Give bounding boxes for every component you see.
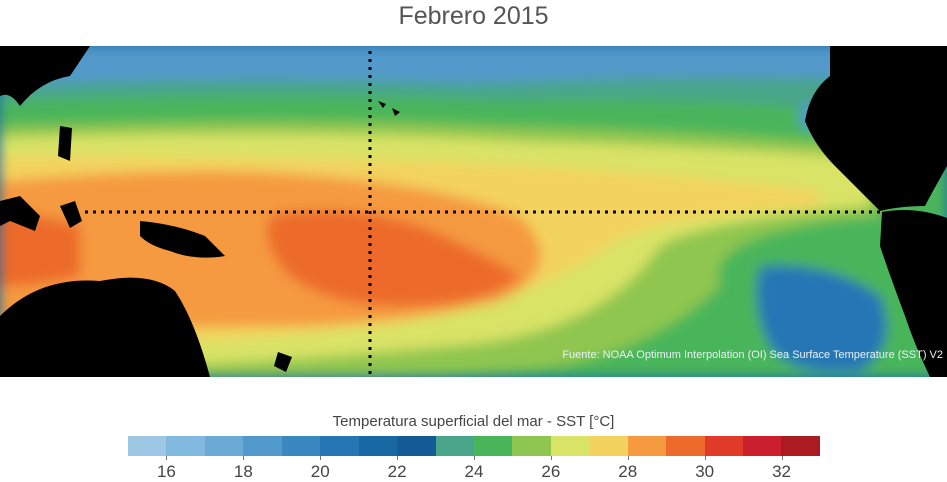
- colorbar-cell: [204, 436, 244, 456]
- colorbar-tick-mark: [397, 456, 399, 460]
- colorbar-cell: [281, 436, 321, 456]
- australia-land: [0, 277, 210, 377]
- colorbar-tick-label: 18: [233, 462, 253, 481]
- philippines-land: [58, 126, 72, 161]
- colorbar-tick-label: 30: [695, 462, 715, 481]
- colorbar-tick-label: 26: [541, 462, 561, 481]
- colorbar-cell: [550, 436, 590, 456]
- colorbar-tick-mark: [474, 456, 475, 460]
- new-zealand-land: [274, 352, 292, 372]
- hawaii-land: [378, 101, 400, 116]
- colorbar-title: Temperatura superficial del mar - SST [°…: [332, 413, 615, 430]
- south-america-land: [880, 210, 947, 377]
- colorbar-tick-label: 24: [464, 462, 484, 481]
- colorbar-tick-mark: [550, 456, 552, 460]
- colorbar-cell: [243, 436, 282, 456]
- colorbar-tick-label: 32: [772, 462, 791, 481]
- colorbar-cell: [435, 436, 474, 456]
- colorbar-cell: [666, 436, 705, 456]
- source-text: Fuente: NOAA Optimum Interpolation (OI) …: [562, 349, 943, 361]
- colorbar-cell: [589, 436, 628, 456]
- caribbean-islands-land: [852, 74, 880, 86]
- colorbar: [128, 436, 820, 456]
- colorbar-tick-label: 16: [156, 462, 176, 481]
- reference-lines: [85, 51, 880, 377]
- colorbar-cell: [512, 436, 551, 456]
- colorbar-cell: [397, 436, 436, 456]
- sulawesi-land: [60, 201, 82, 228]
- colorbar-tick-mark: [166, 456, 168, 460]
- colorbar-tick-mark: [320, 456, 322, 460]
- colorbar-cell: [128, 436, 167, 456]
- north-america-land: [805, 46, 947, 211]
- land-masses: [0, 46, 947, 377]
- colorbar-cell: [473, 436, 513, 456]
- colorbar-tick-mark: [704, 456, 706, 460]
- colorbar-tick-mark: [781, 456, 783, 460]
- colorbar-tick-label: 20: [310, 462, 330, 481]
- colorbar-cell: [781, 436, 820, 456]
- colorbar-cell: [627, 436, 667, 456]
- sst-map: [0, 46, 947, 377]
- colorbar-cell: [743, 436, 782, 456]
- colorbar-tick-label: 22: [387, 462, 407, 481]
- colorbar-cell: [320, 436, 359, 456]
- map-title: Febrero 2015: [398, 2, 549, 30]
- borneo-land: [0, 196, 40, 231]
- new-guinea-land: [140, 221, 225, 258]
- colorbar-tick-mark: [243, 456, 245, 460]
- colorbar-tick-label: 28: [618, 462, 638, 481]
- colorbar-cell: [166, 436, 205, 456]
- asia-land: [0, 46, 90, 106]
- colorbar-cell: [358, 436, 398, 456]
- colorbar-ticks: 16 18 20 22 24 26 28 30 32: [0, 456, 947, 481]
- colorbar-cell: [704, 436, 743, 456]
- colorbar-tick-mark: [627, 456, 629, 460]
